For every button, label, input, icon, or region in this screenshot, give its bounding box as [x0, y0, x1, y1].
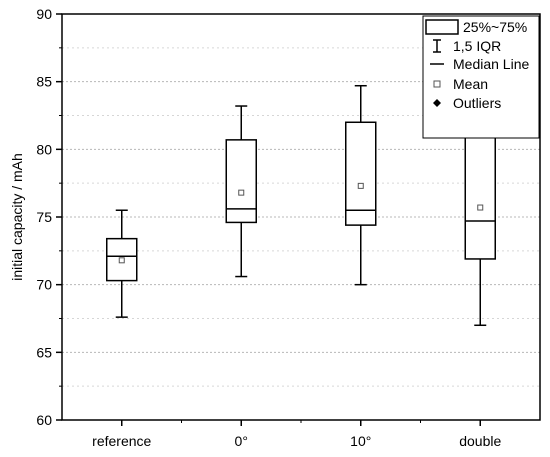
legend-mean-symbol [433, 80, 441, 88]
y-axis-title: initial capacity / mAh [9, 153, 25, 281]
iqr-box [225, 139, 257, 224]
mean-marker [357, 182, 364, 189]
y-tick-label: 70 [36, 277, 52, 293]
x-axis-ticks: reference 0° 10° double [92, 420, 501, 449]
iqr-box [345, 121, 377, 226]
y-tick-label: 90 [36, 6, 52, 22]
mean-marker [477, 204, 484, 211]
legend-label: Mean [453, 76, 488, 92]
box-2 [345, 84, 377, 286]
legend-item-whisker: 1,5 IQR [433, 38, 501, 54]
iqr-box [464, 136, 496, 260]
box-1 [225, 105, 257, 278]
y-tick-label: 85 [36, 74, 52, 90]
legend-outlier-symbol [433, 99, 441, 107]
legend-item-box: 25%~75% [425, 19, 527, 35]
plot-frame [61, 13, 541, 421]
legend-item-open-square: Mean [433, 76, 488, 92]
legend-box-symbol [425, 19, 459, 35]
x-tick-label: 0° [235, 433, 248, 449]
x-tick-label: 10° [350, 433, 371, 449]
x-tick-label: reference [92, 433, 151, 449]
y-tick-label: 80 [36, 141, 52, 157]
legend-item-filled-diamond: Outliers [433, 95, 501, 111]
x-tick-label: double [459, 433, 501, 449]
box-0 [106, 209, 138, 318]
box-plot-series [106, 84, 496, 327]
legend-frame [422, 15, 540, 139]
legend-label: Median Line [453, 56, 529, 72]
mean-marker [118, 257, 125, 264]
legend-label: Outliers [453, 95, 501, 111]
y-tick-label: 60 [36, 412, 52, 428]
y-tick-label: 75 [36, 209, 52, 225]
legend-item-line: Median Line [430, 56, 529, 72]
y-tick-label: 65 [36, 344, 52, 360]
legend-label: 25%~75% [463, 19, 527, 35]
legend: 25%~75% 1,5 IQR Median Line Mean Outliers [422, 15, 540, 139]
box-3 [464, 114, 496, 327]
y-axis-ticks: 60 65 70 75 80 85 90 [36, 6, 62, 428]
mean-marker [238, 189, 245, 196]
legend-label: 1,5 IQR [453, 38, 501, 54]
